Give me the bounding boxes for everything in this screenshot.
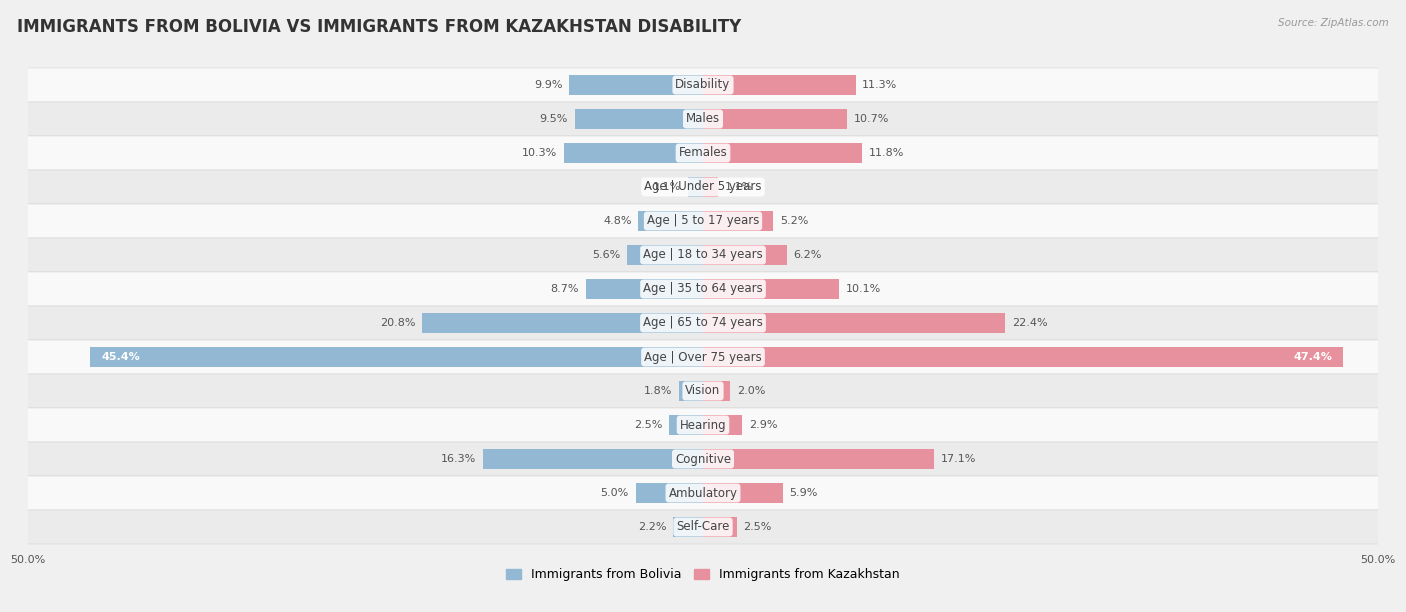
Text: 6.2%: 6.2% — [793, 250, 823, 260]
Text: 4.8%: 4.8% — [603, 216, 631, 226]
Bar — [703, 279, 839, 299]
Text: 16.3%: 16.3% — [441, 454, 477, 464]
Bar — [484, 449, 703, 469]
Bar — [703, 483, 783, 503]
Bar — [585, 279, 703, 299]
Bar — [703, 517, 737, 537]
FancyBboxPatch shape — [1, 340, 1405, 374]
Text: 1.1%: 1.1% — [724, 182, 752, 192]
Bar — [627, 245, 703, 265]
FancyBboxPatch shape — [1, 272, 1405, 306]
Text: Age | 65 to 74 years: Age | 65 to 74 years — [643, 316, 763, 329]
Text: 47.4%: 47.4% — [1294, 352, 1331, 362]
Text: Age | Under 5 years: Age | Under 5 years — [644, 181, 762, 193]
Text: 11.8%: 11.8% — [869, 148, 904, 158]
Bar — [422, 313, 703, 333]
FancyBboxPatch shape — [1, 374, 1405, 408]
Text: 1.1%: 1.1% — [654, 182, 682, 192]
FancyBboxPatch shape — [1, 306, 1405, 340]
Text: 9.5%: 9.5% — [540, 114, 568, 124]
Text: 10.1%: 10.1% — [846, 284, 882, 294]
Text: Females: Females — [679, 146, 727, 160]
Text: 10.3%: 10.3% — [522, 148, 557, 158]
Text: Disability: Disability — [675, 78, 731, 92]
FancyBboxPatch shape — [1, 102, 1405, 136]
Text: 2.9%: 2.9% — [749, 420, 778, 430]
Text: 11.3%: 11.3% — [862, 80, 897, 90]
Bar — [703, 109, 848, 129]
FancyBboxPatch shape — [1, 442, 1405, 476]
Bar — [703, 245, 787, 265]
FancyBboxPatch shape — [1, 238, 1405, 272]
Bar — [688, 177, 703, 197]
Bar — [575, 109, 703, 129]
Bar — [669, 415, 703, 435]
Bar — [703, 415, 742, 435]
Text: Hearing: Hearing — [679, 419, 727, 431]
Text: 5.0%: 5.0% — [600, 488, 628, 498]
FancyBboxPatch shape — [1, 68, 1405, 102]
FancyBboxPatch shape — [1, 476, 1405, 510]
Bar — [703, 177, 718, 197]
Bar — [703, 449, 934, 469]
Legend: Immigrants from Bolivia, Immigrants from Kazakhstan: Immigrants from Bolivia, Immigrants from… — [501, 563, 905, 586]
Text: 2.5%: 2.5% — [744, 522, 772, 532]
FancyBboxPatch shape — [1, 510, 1405, 544]
Bar — [703, 381, 730, 401]
Text: 5.2%: 5.2% — [780, 216, 808, 226]
Text: 45.4%: 45.4% — [101, 352, 139, 362]
Bar — [673, 517, 703, 537]
FancyBboxPatch shape — [1, 170, 1405, 204]
Text: 1.8%: 1.8% — [644, 386, 672, 396]
Text: 2.5%: 2.5% — [634, 420, 662, 430]
Text: 2.0%: 2.0% — [737, 386, 765, 396]
Text: Source: ZipAtlas.com: Source: ZipAtlas.com — [1278, 18, 1389, 28]
Text: 2.2%: 2.2% — [638, 522, 666, 532]
Bar — [703, 347, 1343, 367]
Text: 22.4%: 22.4% — [1012, 318, 1047, 328]
Text: 8.7%: 8.7% — [550, 284, 579, 294]
Bar — [703, 211, 773, 231]
Bar — [679, 381, 703, 401]
Text: 5.6%: 5.6% — [592, 250, 620, 260]
FancyBboxPatch shape — [1, 136, 1405, 170]
Text: 17.1%: 17.1% — [941, 454, 976, 464]
Bar — [703, 75, 855, 95]
Text: 10.7%: 10.7% — [855, 114, 890, 124]
Text: 20.8%: 20.8% — [380, 318, 416, 328]
Text: IMMIGRANTS FROM BOLIVIA VS IMMIGRANTS FROM KAZAKHSTAN DISABILITY: IMMIGRANTS FROM BOLIVIA VS IMMIGRANTS FR… — [17, 18, 741, 36]
Bar — [638, 211, 703, 231]
Text: 5.9%: 5.9% — [789, 488, 818, 498]
Text: Ambulatory: Ambulatory — [668, 487, 738, 499]
Bar — [703, 143, 862, 163]
Bar — [90, 347, 703, 367]
Text: Age | 18 to 34 years: Age | 18 to 34 years — [643, 248, 763, 261]
FancyBboxPatch shape — [1, 204, 1405, 238]
FancyBboxPatch shape — [1, 408, 1405, 442]
Bar — [636, 483, 703, 503]
Bar — [703, 313, 1005, 333]
Text: Self-Care: Self-Care — [676, 520, 730, 534]
Text: Vision: Vision — [685, 384, 721, 398]
Text: Males: Males — [686, 113, 720, 125]
Bar — [569, 75, 703, 95]
Text: Age | 35 to 64 years: Age | 35 to 64 years — [643, 283, 763, 296]
Text: 9.9%: 9.9% — [534, 80, 562, 90]
Text: Age | 5 to 17 years: Age | 5 to 17 years — [647, 214, 759, 228]
Text: Age | Over 75 years: Age | Over 75 years — [644, 351, 762, 364]
Text: Cognitive: Cognitive — [675, 452, 731, 466]
Bar — [564, 143, 703, 163]
